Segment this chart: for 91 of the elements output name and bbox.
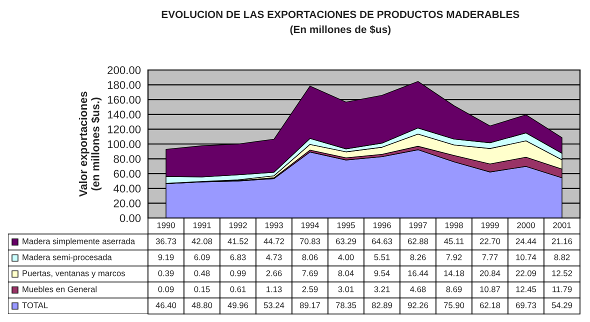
x-tick-label: 1998 — [445, 222, 463, 228]
y-tick-label: 140.00 — [108, 110, 141, 119]
data-label: 2.66 — [266, 270, 282, 276]
data-label: 7.77 — [482, 254, 498, 260]
data-label: 42.08 — [192, 238, 212, 244]
data-label: 5.51 — [374, 254, 390, 260]
data-label: 45.11 — [444, 238, 464, 244]
y-tick-label: 160.00 — [108, 96, 141, 104]
data-label: 6.09 — [194, 254, 210, 260]
data-label: 0.15 — [194, 286, 210, 292]
data-label: 0.99 — [230, 270, 246, 276]
data-label: 9.19 — [158, 254, 174, 260]
data-label: 22.70 — [480, 238, 500, 244]
data-label: 7.92 — [446, 254, 462, 260]
data-label: 36.73 — [156, 238, 176, 244]
y-tick-label: 180.00 — [108, 81, 141, 89]
legend-label: Puertas, ventanas y marcos — [22, 270, 125, 278]
data-label: 9.54 — [374, 270, 390, 276]
y-tick-label: 60.00 — [114, 170, 141, 178]
data-label: 2.59 — [302, 286, 318, 292]
data-label: 0.61 — [230, 286, 246, 292]
data-label: 24.44 — [516, 238, 536, 244]
x-tick-label: 1993 — [265, 222, 283, 228]
data-label: 6.83 — [230, 254, 246, 260]
data-label: 53.24 — [264, 302, 284, 308]
data-label: 64.63 — [372, 238, 392, 244]
x-tick-label: 2000 — [517, 222, 535, 228]
data-label: 4.73 — [266, 254, 282, 260]
data-label: 20.84 — [480, 270, 500, 276]
data-label: 22.09 — [516, 270, 536, 276]
data-label: 63.29 — [336, 238, 356, 244]
y-tick-label: 0.00 — [120, 214, 141, 222]
y-tick-label: 40.00 — [114, 184, 141, 193]
data-label: 3.21 — [374, 286, 390, 292]
data-label: 7.69 — [302, 270, 318, 276]
x-tick-label: 1991 — [193, 222, 211, 228]
data-label: 3.01 — [338, 286, 354, 292]
x-tick-label: 1997 — [409, 222, 427, 228]
data-label: 12.45 — [516, 286, 536, 292]
data-label: 41.52 — [228, 238, 248, 244]
y-tick-label: 20.00 — [114, 199, 141, 208]
data-label: 92.26 — [408, 302, 428, 308]
data-label: 0.48 — [194, 270, 210, 276]
x-tick-label: 2001 — [553, 222, 571, 228]
data-label: 70.83 — [300, 238, 320, 244]
data-label: 16.44 — [408, 270, 428, 276]
data-label: 62.88 — [408, 238, 428, 244]
data-label: 4.68 — [410, 286, 426, 292]
y-axis-title: Valor exportaciones (en millones $us.) — [78, 92, 102, 197]
data-label: 0.39 — [158, 270, 174, 276]
data-label: 78.35 — [336, 302, 356, 308]
data-label: 8.26 — [410, 254, 426, 260]
legend-label: Madera simplemente aserrada — [22, 238, 136, 246]
x-tick-label: 1992 — [229, 222, 247, 228]
x-tick-label: 1995 — [337, 222, 355, 228]
y-tick-label: 200.00 — [108, 66, 141, 74]
data-label: 21.16 — [552, 238, 572, 244]
data-label: 48.80 — [192, 302, 212, 308]
legend-label: Madera semi-procesada — [22, 254, 112, 262]
x-tick-label: 1999 — [481, 222, 499, 228]
data-label: 8.69 — [446, 286, 462, 292]
data-label: 49.96 — [228, 302, 248, 308]
y-tick-label: 120.00 — [108, 125, 141, 134]
data-label: 14.18 — [444, 270, 464, 276]
chart-title: EVOLUCION DE LAS EXPORTACIONES DE PRODUCTOS MADERABLES — [162, 10, 520, 18]
legend-label: Muebles en General — [22, 286, 96, 292]
data-label: 8.04 — [338, 270, 354, 276]
data-label: 12.52 — [552, 270, 572, 276]
data-label: 62.18 — [480, 302, 500, 308]
data-label: 44.72 — [264, 238, 284, 244]
data-label: 82.89 — [372, 302, 392, 308]
data-label: 0.09 — [158, 286, 174, 292]
data-label: 69.73 — [516, 302, 536, 308]
x-tick-label: 1996 — [373, 222, 391, 228]
data-label: 8.82 — [554, 254, 570, 260]
y-tick-label: 100.00 — [108, 140, 141, 148]
data-label: 10.74 — [516, 254, 536, 260]
chart-subtitle: (En millones de $us) — [290, 25, 391, 36]
data-label: 11.79 — [552, 286, 572, 292]
data-label: 1.13 — [266, 286, 282, 292]
y-tick-label: 80.00 — [114, 155, 141, 163]
data-label: 4.00 — [338, 254, 354, 260]
data-label: 8.06 — [302, 254, 318, 260]
data-label: 75.90 — [444, 302, 464, 308]
data-label: 10.87 — [480, 286, 500, 292]
data-label: 89.17 — [300, 302, 320, 308]
x-tick-label: 1990 — [157, 222, 175, 228]
data-label: 46.40 — [156, 302, 176, 308]
x-tick-label: 1994 — [301, 222, 320, 228]
legend-label: TOTAL — [22, 302, 48, 308]
data-label: 54.29 — [552, 302, 572, 308]
